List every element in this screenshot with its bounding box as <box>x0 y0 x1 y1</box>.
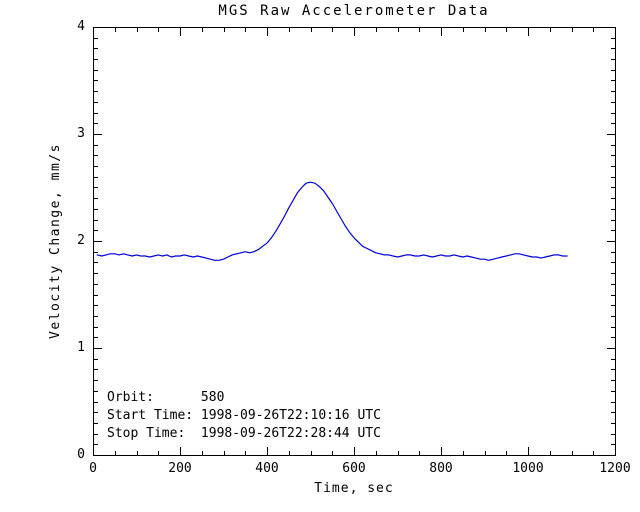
y-tick-label: 0 <box>77 447 85 462</box>
y-tick-label: 3 <box>77 126 85 141</box>
x-tick-label: 400 <box>255 461 279 476</box>
x-tick-label: 0 <box>89 461 97 476</box>
y-tick-label: 1 <box>77 340 85 355</box>
x-axis-label: Time, sec <box>314 481 394 496</box>
y-tick-label: 2 <box>77 233 85 248</box>
x-tick-label: 800 <box>429 461 453 476</box>
data-line-velocity-change <box>96 181 568 261</box>
annotation-orbit: Orbit: 580 <box>107 390 225 405</box>
chart-title: MGS Raw Accelerometer Data <box>218 3 490 19</box>
x-tick-label: 1000 <box>512 461 544 476</box>
annotation-stop-time: Stop Time: 1998-09-26T22:28:44 UTC <box>107 426 381 441</box>
x-tick-label: 600 <box>342 461 366 476</box>
x-tick-label: 1200 <box>599 461 631 476</box>
x-tick-label: 200 <box>168 461 192 476</box>
annotation-start-time: Start Time: 1998-09-26T22:10:16 UTC <box>107 408 381 423</box>
y-tick-label: 4 <box>77 19 85 34</box>
annotation-block: Orbit: 580 Start Time: 1998-09-26T22:10:… <box>107 389 527 443</box>
